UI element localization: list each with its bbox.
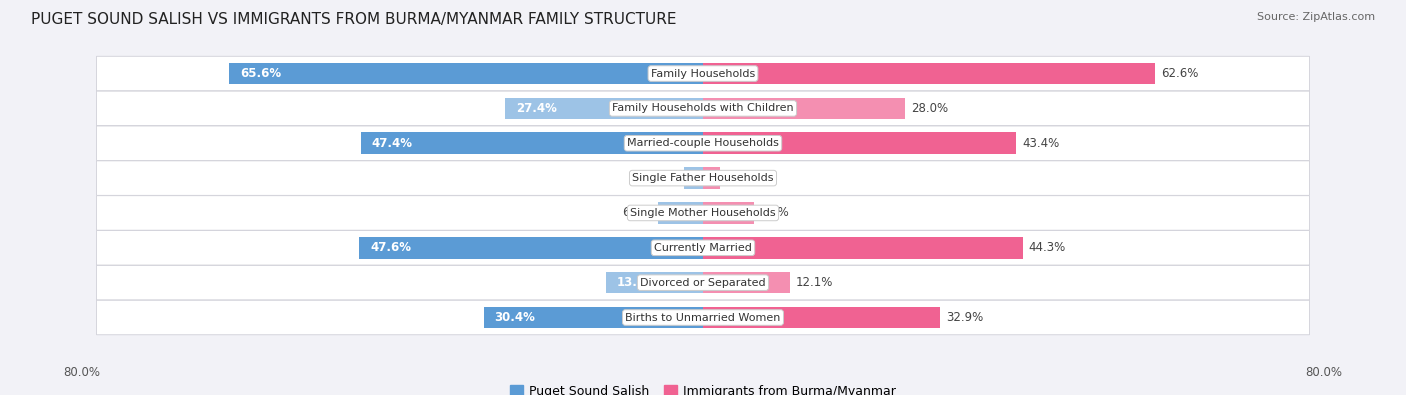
Text: Married-couple Households: Married-couple Households xyxy=(627,138,779,148)
FancyBboxPatch shape xyxy=(97,56,1309,91)
Text: 7.0%: 7.0% xyxy=(759,207,789,220)
Text: PUGET SOUND SALISH VS IMMIGRANTS FROM BURMA/MYANMAR FAMILY STRUCTURE: PUGET SOUND SALISH VS IMMIGRANTS FROM BU… xyxy=(31,12,676,27)
Bar xyxy=(703,202,754,224)
FancyBboxPatch shape xyxy=(97,231,1309,265)
Bar xyxy=(703,167,720,189)
Text: 32.9%: 32.9% xyxy=(946,311,984,324)
Text: 62.6%: 62.6% xyxy=(1160,67,1198,80)
Text: 28.0%: 28.0% xyxy=(911,102,948,115)
Text: Currently Married: Currently Married xyxy=(654,243,752,253)
Legend: Puget Sound Salish, Immigrants from Burma/Myanmar: Puget Sound Salish, Immigrants from Burm… xyxy=(505,380,901,395)
FancyBboxPatch shape xyxy=(97,161,1309,196)
Text: Single Father Households: Single Father Households xyxy=(633,173,773,183)
Text: 65.6%: 65.6% xyxy=(240,67,281,80)
Text: Single Mother Households: Single Mother Households xyxy=(630,208,776,218)
Bar xyxy=(606,272,703,293)
Text: 80.0%: 80.0% xyxy=(63,366,100,379)
Text: Divorced or Separated: Divorced or Separated xyxy=(640,278,766,288)
Bar xyxy=(683,167,703,189)
Bar xyxy=(229,63,703,85)
Text: 2.7%: 2.7% xyxy=(648,171,678,184)
Bar xyxy=(361,132,703,154)
Text: 47.4%: 47.4% xyxy=(371,137,413,150)
Text: 80.0%: 80.0% xyxy=(1306,366,1343,379)
Text: Family Households with Children: Family Households with Children xyxy=(612,103,794,113)
Text: Source: ZipAtlas.com: Source: ZipAtlas.com xyxy=(1257,12,1375,22)
Bar xyxy=(703,272,790,293)
Text: Family Households: Family Households xyxy=(651,69,755,79)
Text: 12.1%: 12.1% xyxy=(796,276,834,289)
Bar xyxy=(703,307,941,328)
FancyBboxPatch shape xyxy=(97,300,1309,335)
FancyBboxPatch shape xyxy=(97,265,1309,300)
Text: 2.4%: 2.4% xyxy=(725,171,756,184)
Text: 30.4%: 30.4% xyxy=(495,311,536,324)
FancyBboxPatch shape xyxy=(97,91,1309,126)
Bar xyxy=(484,307,703,328)
Text: 6.3%: 6.3% xyxy=(621,207,652,220)
Text: Births to Unmarried Women: Births to Unmarried Women xyxy=(626,312,780,322)
Bar xyxy=(703,63,1154,85)
Bar xyxy=(360,237,703,259)
Bar xyxy=(703,132,1017,154)
Bar xyxy=(658,202,703,224)
Text: 47.6%: 47.6% xyxy=(370,241,411,254)
FancyBboxPatch shape xyxy=(97,196,1309,230)
Text: 27.4%: 27.4% xyxy=(516,102,557,115)
Text: 43.4%: 43.4% xyxy=(1022,137,1059,150)
Bar xyxy=(703,98,905,119)
Text: 13.4%: 13.4% xyxy=(617,276,658,289)
FancyBboxPatch shape xyxy=(97,126,1309,160)
Text: 44.3%: 44.3% xyxy=(1029,241,1066,254)
Bar xyxy=(505,98,703,119)
Bar xyxy=(703,237,1022,259)
